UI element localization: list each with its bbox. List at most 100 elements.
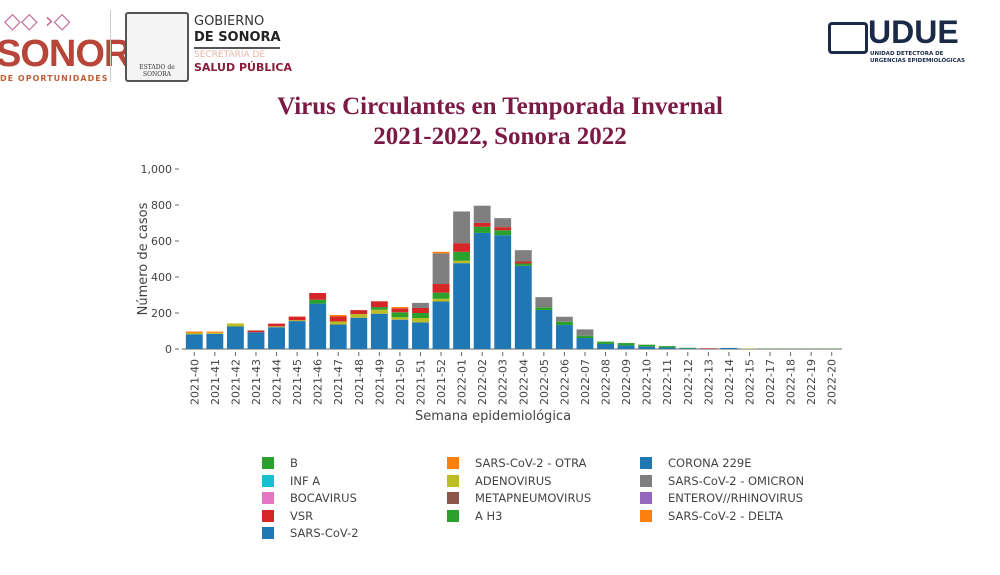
header: ◇◇ ›◇ SONORA DE OPORTUNIDADES ESTADO de … — [0, 0, 1000, 90]
x-tick-label: 2021-43 — [250, 359, 263, 405]
legend-swatch — [447, 509, 459, 522]
bar-segment — [473, 226, 491, 233]
bar-segment — [514, 263, 532, 266]
legend-label: SARS-CoV-2 - OMICRON — [668, 473, 805, 488]
bar-segment — [329, 316, 347, 322]
gov-line2: DE SONORA — [194, 30, 281, 45]
x-tick-label: 2021-40 — [188, 359, 201, 405]
bar-segment — [555, 316, 573, 322]
legend-swatch — [640, 474, 652, 487]
secretaria-line2: SALUD PÚBLICA — [194, 61, 293, 74]
x-tick-label: 2021-48 — [353, 359, 366, 405]
legend-swatch — [262, 474, 274, 487]
udue-logo-subtext: UNIDAD DETECTORA DE URGENCIAS EPIDEMIOLÓG… — [870, 51, 965, 65]
legend-item[interactable]: SARS-CoV-2 - DELTA — [640, 509, 783, 523]
x-axis-label: Semana epidemiológica — [415, 409, 571, 424]
legend-item[interactable]: B — [262, 456, 298, 470]
secretaria-line1: SECRETARÍA DE — [194, 50, 266, 60]
x-tick-label: 2021-41 — [209, 359, 222, 405]
bar-segment — [247, 332, 265, 349]
bar-segment — [514, 261, 532, 264]
bar-segment — [226, 323, 244, 327]
bar-segment — [309, 299, 327, 304]
legend-item[interactable]: INF A — [262, 474, 320, 488]
bar-segment — [432, 301, 450, 349]
bar-segment — [555, 321, 573, 326]
legend-label: CORONA 229E — [668, 456, 752, 470]
bar-segment — [453, 263, 471, 349]
legend-item[interactable]: A H3 — [447, 509, 503, 523]
bar-segment — [288, 321, 306, 349]
bar-segment — [247, 330, 265, 333]
x-tick-label: 2022-20 — [826, 359, 839, 405]
bar-segment — [638, 346, 656, 349]
udue-sub1: UNIDAD DETECTORA DE — [870, 51, 944, 57]
bar-segment — [370, 301, 388, 308]
legend-item[interactable]: SARS-CoV-2 - OMICRON — [640, 474, 804, 488]
x-tick-label: 2022-15 — [743, 359, 756, 405]
bar-segment — [453, 243, 471, 252]
bar-segment — [679, 347, 697, 349]
bar-segment — [555, 325, 573, 349]
bar-segment — [453, 211, 471, 244]
x-tick-label: 2022-18 — [785, 359, 798, 405]
legend-item[interactable]: SARS-CoV-2 — [262, 526, 359, 540]
legend-swatch — [262, 492, 274, 504]
y-tick-label: 800 — [151, 199, 172, 212]
x-tick-label: 2022-11 — [661, 359, 674, 405]
bar-segment — [329, 324, 347, 349]
legend-item[interactable]: METAPNEUMOVIRUS — [447, 491, 591, 505]
chart-title: Virus Circulantes en Temporada Invernal — [277, 93, 723, 120]
bar-segment — [494, 218, 512, 228]
sonora-logo-diamonds-icon: ◇◇ ›◇ — [4, 9, 71, 34]
bar-segment — [720, 347, 738, 349]
bar-segment — [473, 205, 491, 223]
x-tick-label: 2022-04 — [517, 359, 530, 405]
legend-swatch — [447, 474, 459, 487]
legend-item[interactable]: VSR — [262, 509, 313, 523]
x-tick-label: 2022-13 — [702, 359, 715, 405]
monitor-chart-icon — [828, 22, 868, 54]
bar-segment — [638, 344, 656, 347]
udue-logo: UDUE UNIDAD DETECTORA DE URGENCIAS EPIDEM… — [828, 16, 968, 68]
legend-label: METAPNEUMOVIRUS — [475, 491, 592, 505]
bar-segment — [206, 332, 224, 334]
bar-segment — [370, 309, 388, 314]
x-tick-label: 2021-49 — [373, 359, 386, 405]
y-tick-label: 0 — [165, 343, 172, 356]
legend-item[interactable]: ENTEROV//RHINOVIRUS — [640, 491, 803, 505]
bar-segment — [370, 313, 388, 349]
legend-item[interactable]: BOCAVIRUS — [262, 491, 357, 505]
x-tick-label: 2021-47 — [332, 359, 345, 405]
bar-segment — [412, 302, 429, 308]
bar-segment — [350, 310, 368, 315]
bar-segment — [268, 326, 285, 328]
bar-segment — [535, 309, 553, 349]
bar-segment — [288, 320, 306, 322]
bar-segment — [658, 346, 676, 348]
legend-label: ADENOVIRUS — [475, 473, 552, 488]
bar-segment — [268, 323, 285, 327]
legend-item[interactable]: ADENOVIRUS — [447, 474, 551, 488]
x-tick-label: 2022-14 — [723, 359, 736, 405]
bar-segment — [597, 343, 614, 349]
legend-item[interactable]: CORONA 229E — [640, 456, 751, 470]
legend-label: VSR — [290, 508, 314, 523]
bar-segment — [432, 298, 450, 302]
x-tick-label: 2021-46 — [312, 359, 325, 405]
bar-segment — [514, 265, 532, 349]
legend-label: A H3 — [475, 508, 503, 523]
x-tick-label: 2021-51 — [414, 359, 427, 405]
bar-segment — [412, 322, 429, 349]
x-tick-label: 2022-08 — [600, 359, 613, 405]
legend-label: BOCAVIRUS — [290, 491, 357, 505]
divider — [110, 10, 111, 82]
bar-segment — [412, 318, 429, 323]
legend-item[interactable]: SARS-CoV-2 - OTRA — [447, 456, 586, 470]
bar-segment — [617, 345, 635, 349]
bar-segment — [309, 293, 327, 300]
divider — [194, 47, 280, 49]
x-tick-label: 2021-45 — [291, 359, 304, 405]
bar-segment — [679, 348, 697, 349]
bar-segment — [576, 338, 594, 349]
